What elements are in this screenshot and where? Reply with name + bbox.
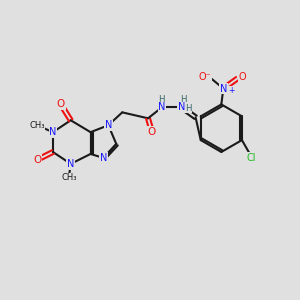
Text: H: H [180, 95, 187, 104]
Text: CH₃: CH₃ [29, 121, 45, 130]
Text: O: O [33, 155, 41, 165]
Text: O: O [148, 127, 156, 137]
Text: H: H [158, 95, 164, 104]
Text: N: N [49, 127, 57, 137]
Text: N: N [158, 102, 166, 112]
Text: CH₃: CH₃ [61, 173, 76, 182]
Text: O: O [238, 72, 246, 82]
Text: O⁻: O⁻ [198, 72, 211, 82]
Text: +: + [228, 86, 234, 95]
Text: N: N [67, 159, 74, 169]
Text: H: H [185, 104, 192, 113]
Text: N: N [105, 120, 112, 130]
Text: N: N [100, 153, 107, 163]
Text: N: N [220, 84, 227, 94]
Text: N: N [178, 102, 185, 112]
Text: O: O [57, 99, 65, 110]
Text: Cl: Cl [246, 153, 256, 163]
